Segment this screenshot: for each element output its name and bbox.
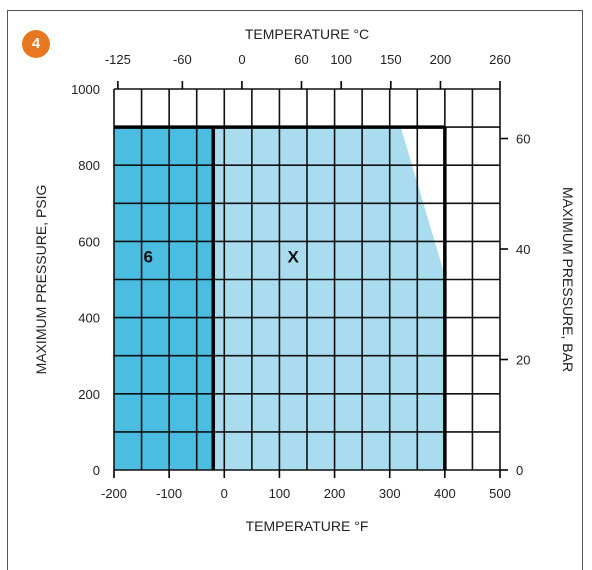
figure-number-badge: 4	[22, 30, 50, 58]
regions-layer	[114, 127, 445, 470]
x-bottom-tick-label: 400	[434, 486, 456, 501]
y-left-tick-label: 0	[93, 463, 100, 478]
axes-layer	[113, 81, 508, 478]
y-left-tick-label: 600	[78, 234, 100, 249]
x-top-tick-label: 200	[430, 52, 452, 67]
y-right-axis-label: MAXIMUM PRESSURE, BAR	[560, 187, 576, 372]
y-right-tick-label: 60	[516, 132, 530, 147]
x-bottom-tick-label: 500	[489, 486, 511, 501]
x-bottom-tick-label: 0	[221, 486, 228, 501]
y-right-tick-label: 0	[516, 463, 523, 478]
x-top-tick-label: 0	[238, 52, 245, 67]
y-left-tick-label: 1000	[71, 82, 100, 97]
figure-frame	[7, 10, 583, 570]
y-right-tick-label: 20	[516, 353, 530, 368]
x-bottom-tick-label: 300	[379, 486, 401, 501]
y-left-axis-label: MAXIMUM PRESSURE, PSIG	[33, 185, 49, 375]
x-top-tick-label: 150	[380, 52, 402, 67]
x-bottom-tick-label: 100	[269, 486, 291, 501]
region-x	[213, 127, 445, 470]
region-label-6: 6	[143, 248, 152, 267]
x-top-tick-label: -125	[105, 52, 131, 67]
y-left-tick-label: 800	[78, 158, 100, 173]
x-bottom-tick-label: -200	[101, 486, 127, 501]
y-right-tick-label: 40	[516, 242, 530, 257]
x-top-tick-label: 260	[489, 52, 511, 67]
y-left-tick-label: 400	[78, 311, 100, 326]
x-top-tick-label: -60	[173, 52, 192, 67]
y-left-tick-label: 200	[78, 387, 100, 402]
region-label-x: X	[288, 248, 300, 267]
x-top-axis-label: TEMPERATURE °C	[245, 26, 369, 42]
x-top-tick-label: 60	[294, 52, 308, 67]
x-bottom-tick-label: 200	[324, 486, 346, 501]
region-6	[114, 127, 214, 470]
grid-layer	[113, 88, 501, 471]
x-bottom-axis-label: TEMPERATURE °F	[246, 518, 369, 534]
x-bottom-tick-label: -100	[156, 486, 182, 501]
x-top-tick-label: 100	[330, 52, 352, 67]
